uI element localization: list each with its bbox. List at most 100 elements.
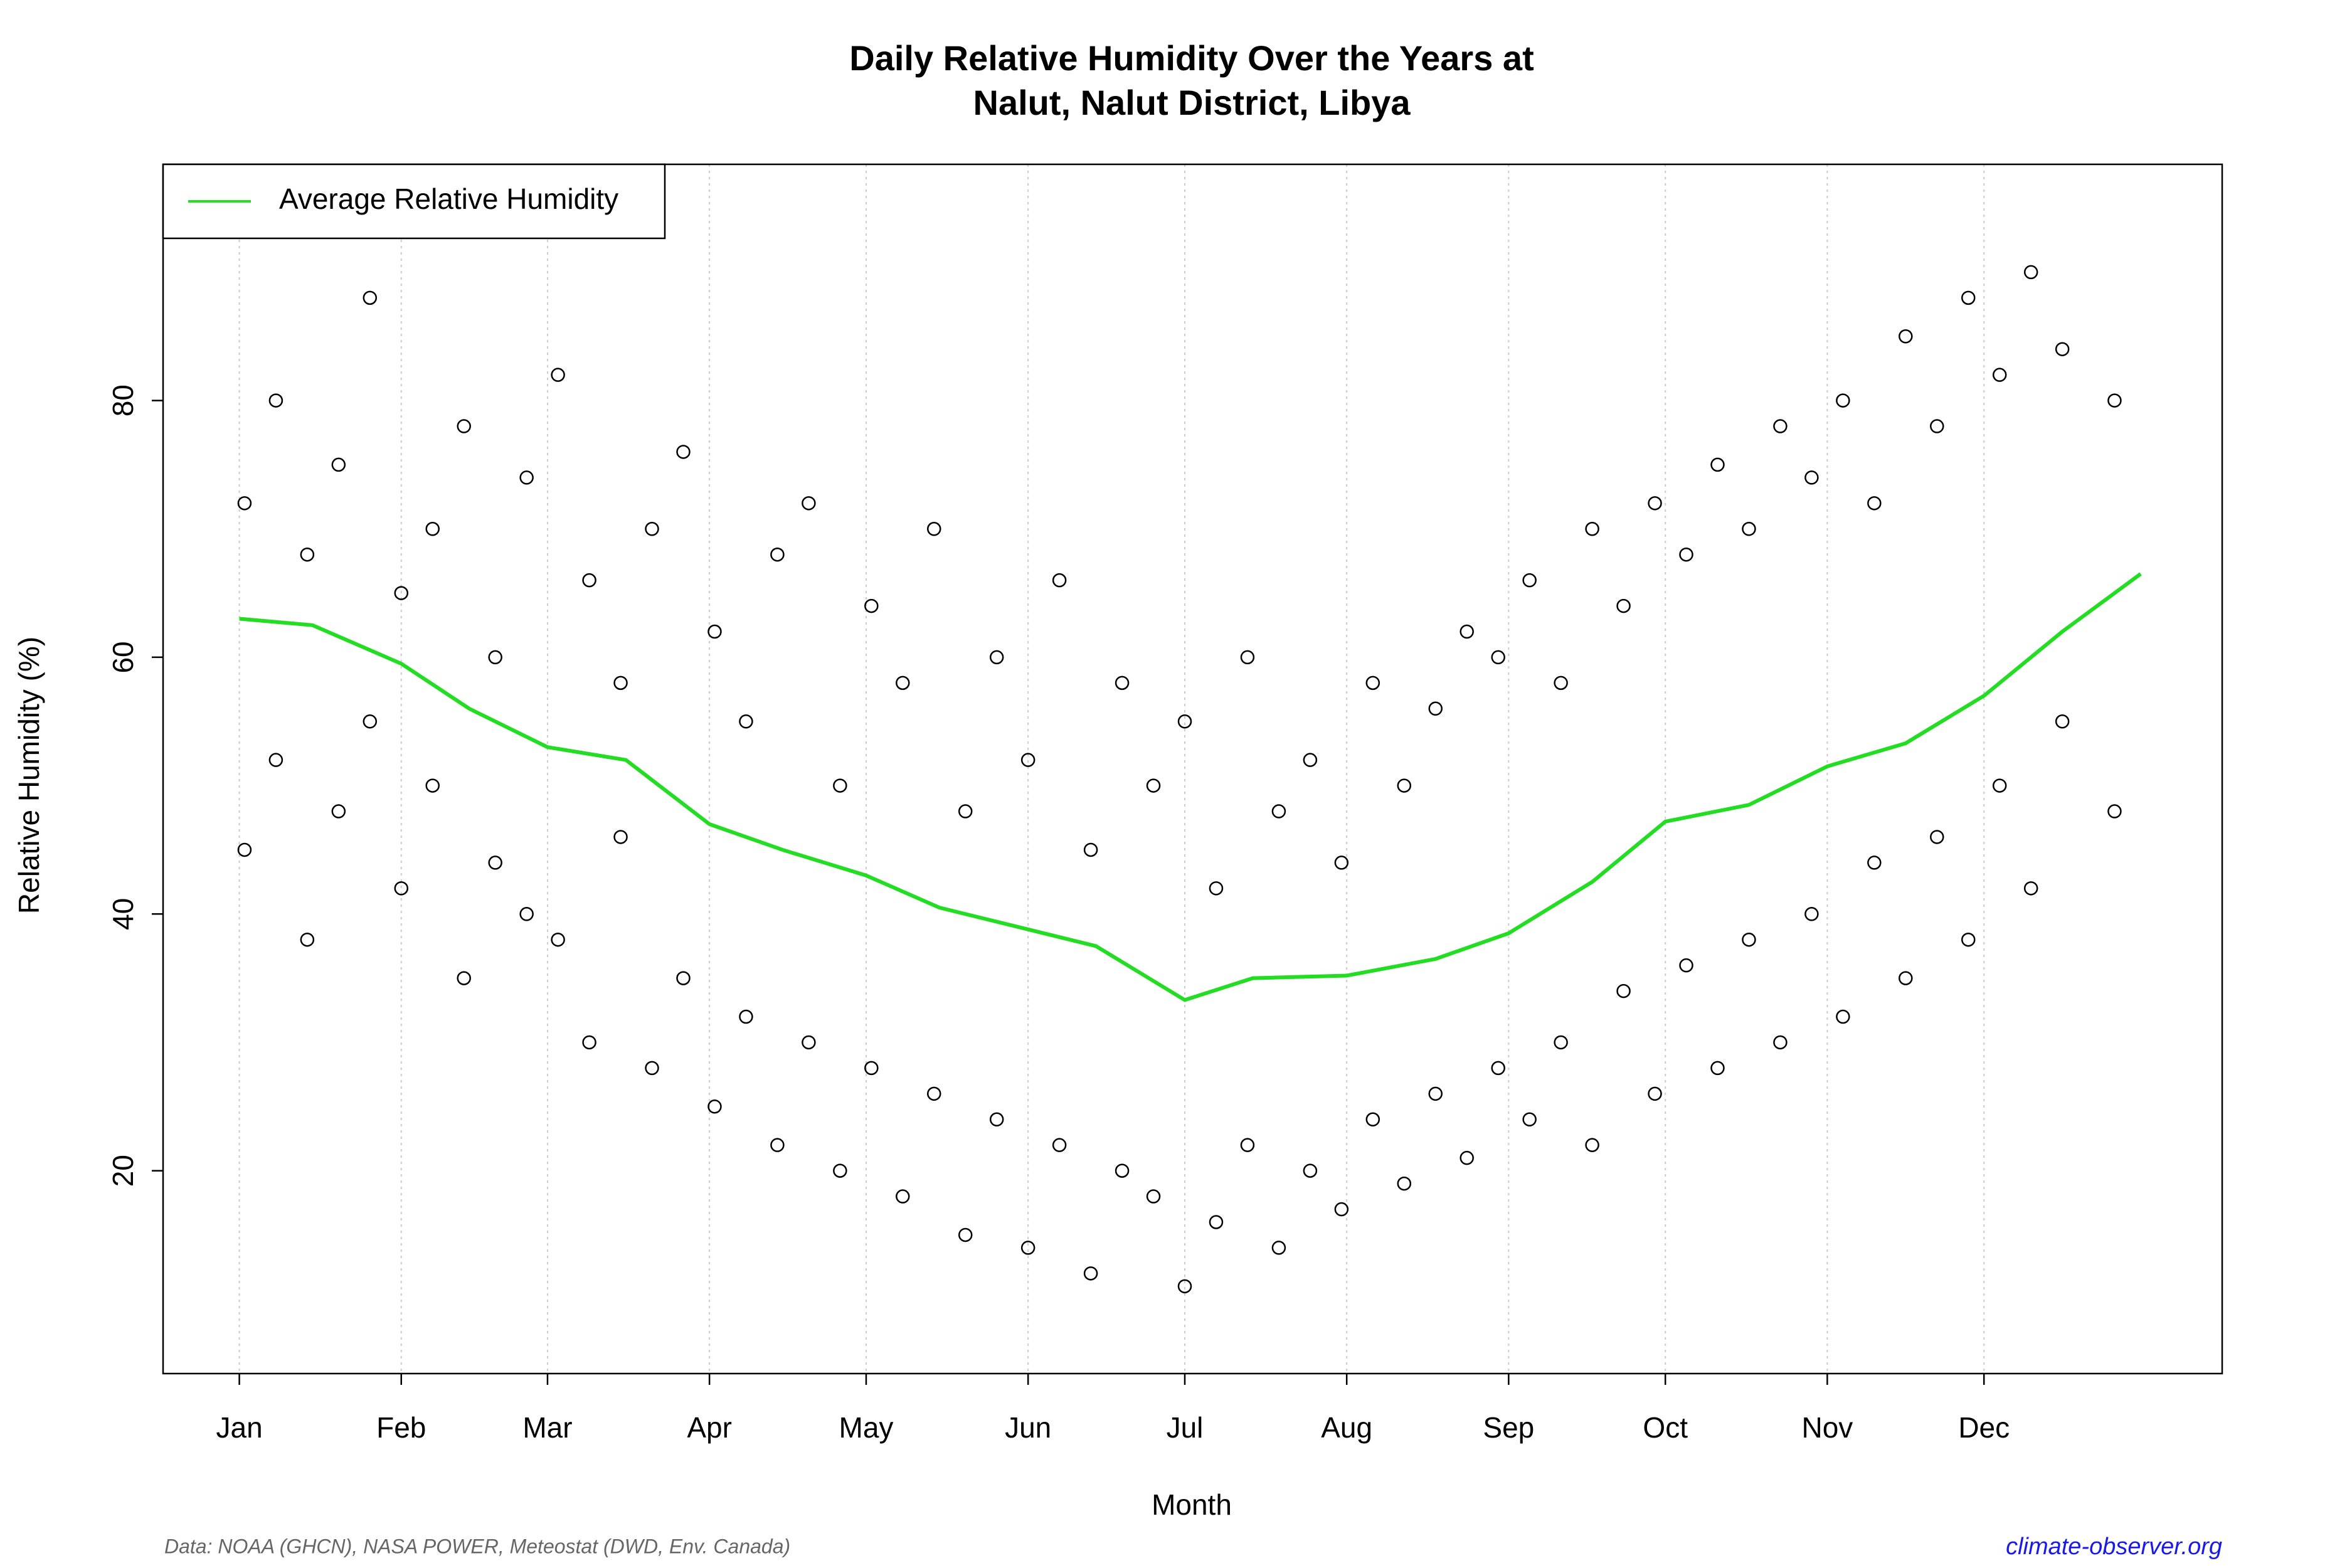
point bbox=[864, 1061, 879, 1076]
point bbox=[1365, 1112, 1380, 1127]
point bbox=[1052, 1138, 1067, 1152]
point bbox=[551, 932, 565, 947]
chart-subtitle: Nalut, Nalut District, Libya bbox=[973, 83, 1411, 122]
y-axis-label: Relative Humidity (%) bbox=[13, 637, 45, 914]
plot-frame bbox=[162, 163, 2223, 1375]
point bbox=[645, 522, 659, 536]
point bbox=[989, 1112, 1004, 1127]
point bbox=[896, 1189, 910, 1204]
point bbox=[1303, 1163, 1318, 1178]
point bbox=[707, 1099, 722, 1114]
point bbox=[1742, 932, 1756, 947]
y-tick-label: 60 bbox=[107, 641, 139, 673]
point bbox=[1365, 675, 1380, 691]
point bbox=[613, 830, 628, 844]
point bbox=[770, 547, 785, 562]
x-tick-label: Nov bbox=[1801, 1411, 1853, 1444]
y-tick-label: 80 bbox=[107, 384, 139, 416]
point bbox=[1303, 753, 1318, 767]
point bbox=[488, 856, 502, 870]
point bbox=[1710, 457, 1725, 472]
point bbox=[613, 675, 628, 691]
point bbox=[1585, 1138, 1599, 1152]
point bbox=[770, 1138, 785, 1152]
point bbox=[425, 522, 440, 536]
point bbox=[1146, 778, 1161, 793]
point bbox=[1899, 329, 1913, 344]
y-tick-label: 20 bbox=[107, 1155, 139, 1187]
point bbox=[1992, 368, 2007, 382]
point bbox=[1209, 1215, 1224, 1229]
source-note: Data: NOAA (GHCN), NASA POWER, Meteostat… bbox=[164, 1535, 790, 1557]
legend-label: Average Relative Humidity bbox=[279, 183, 618, 215]
point bbox=[958, 1227, 973, 1242]
point bbox=[1616, 598, 1631, 613]
point bbox=[488, 650, 502, 665]
point bbox=[896, 675, 910, 691]
point bbox=[1209, 881, 1224, 896]
point bbox=[551, 368, 565, 382]
x-tick-label: Jan bbox=[216, 1411, 263, 1444]
point bbox=[1334, 856, 1349, 870]
point bbox=[1491, 650, 1505, 665]
point bbox=[1773, 1035, 1788, 1050]
point bbox=[237, 496, 252, 511]
point bbox=[1271, 1241, 1286, 1255]
point bbox=[1930, 830, 1944, 844]
point bbox=[802, 496, 816, 511]
point bbox=[300, 932, 315, 947]
point bbox=[1992, 778, 2007, 793]
point bbox=[1177, 714, 1192, 729]
point bbox=[958, 804, 973, 818]
point bbox=[331, 804, 346, 818]
point bbox=[1585, 522, 1599, 536]
y-tick-label: 40 bbox=[107, 898, 139, 930]
point bbox=[1115, 1163, 1130, 1178]
website-link[interactable]: climate-observer.org bbox=[2006, 1534, 2222, 1560]
point bbox=[927, 522, 941, 536]
point bbox=[1115, 675, 1130, 691]
point bbox=[1052, 573, 1067, 588]
x-tick-label: Sep bbox=[1483, 1411, 1534, 1444]
point bbox=[739, 1009, 753, 1024]
point bbox=[1428, 1086, 1443, 1101]
point bbox=[1804, 907, 1819, 921]
point bbox=[1083, 842, 1098, 857]
point bbox=[1397, 1176, 1412, 1191]
point bbox=[1397, 778, 1412, 793]
point bbox=[833, 1163, 847, 1178]
point bbox=[1083, 1266, 1098, 1281]
point bbox=[1459, 1150, 1474, 1165]
x-tick-label: Mar bbox=[522, 1411, 572, 1444]
x-tick-label: May bbox=[839, 1411, 894, 1444]
point bbox=[582, 573, 596, 588]
point bbox=[1710, 1061, 1725, 1076]
point bbox=[1522, 1112, 1537, 1127]
point bbox=[1679, 958, 1693, 973]
point bbox=[457, 971, 471, 985]
point bbox=[1742, 522, 1756, 536]
point bbox=[1459, 624, 1474, 639]
point bbox=[739, 714, 753, 729]
point bbox=[676, 445, 691, 459]
point bbox=[1804, 470, 1819, 485]
x-tick-label: Jun bbox=[1005, 1411, 1051, 1444]
point bbox=[2107, 393, 2122, 408]
point bbox=[2023, 265, 2038, 280]
point bbox=[1522, 573, 1537, 588]
point bbox=[457, 419, 471, 433]
point bbox=[300, 547, 315, 562]
point bbox=[645, 1061, 659, 1076]
point bbox=[519, 907, 534, 921]
point bbox=[1146, 1189, 1161, 1204]
point bbox=[1020, 1241, 1036, 1255]
point bbox=[268, 753, 283, 767]
chart-title: Daily Relative Humidity Over the Years a… bbox=[849, 38, 1534, 78]
point bbox=[1240, 650, 1255, 665]
point bbox=[927, 1086, 941, 1101]
point bbox=[2023, 881, 2038, 896]
point bbox=[1491, 1061, 1505, 1076]
point bbox=[425, 778, 440, 793]
